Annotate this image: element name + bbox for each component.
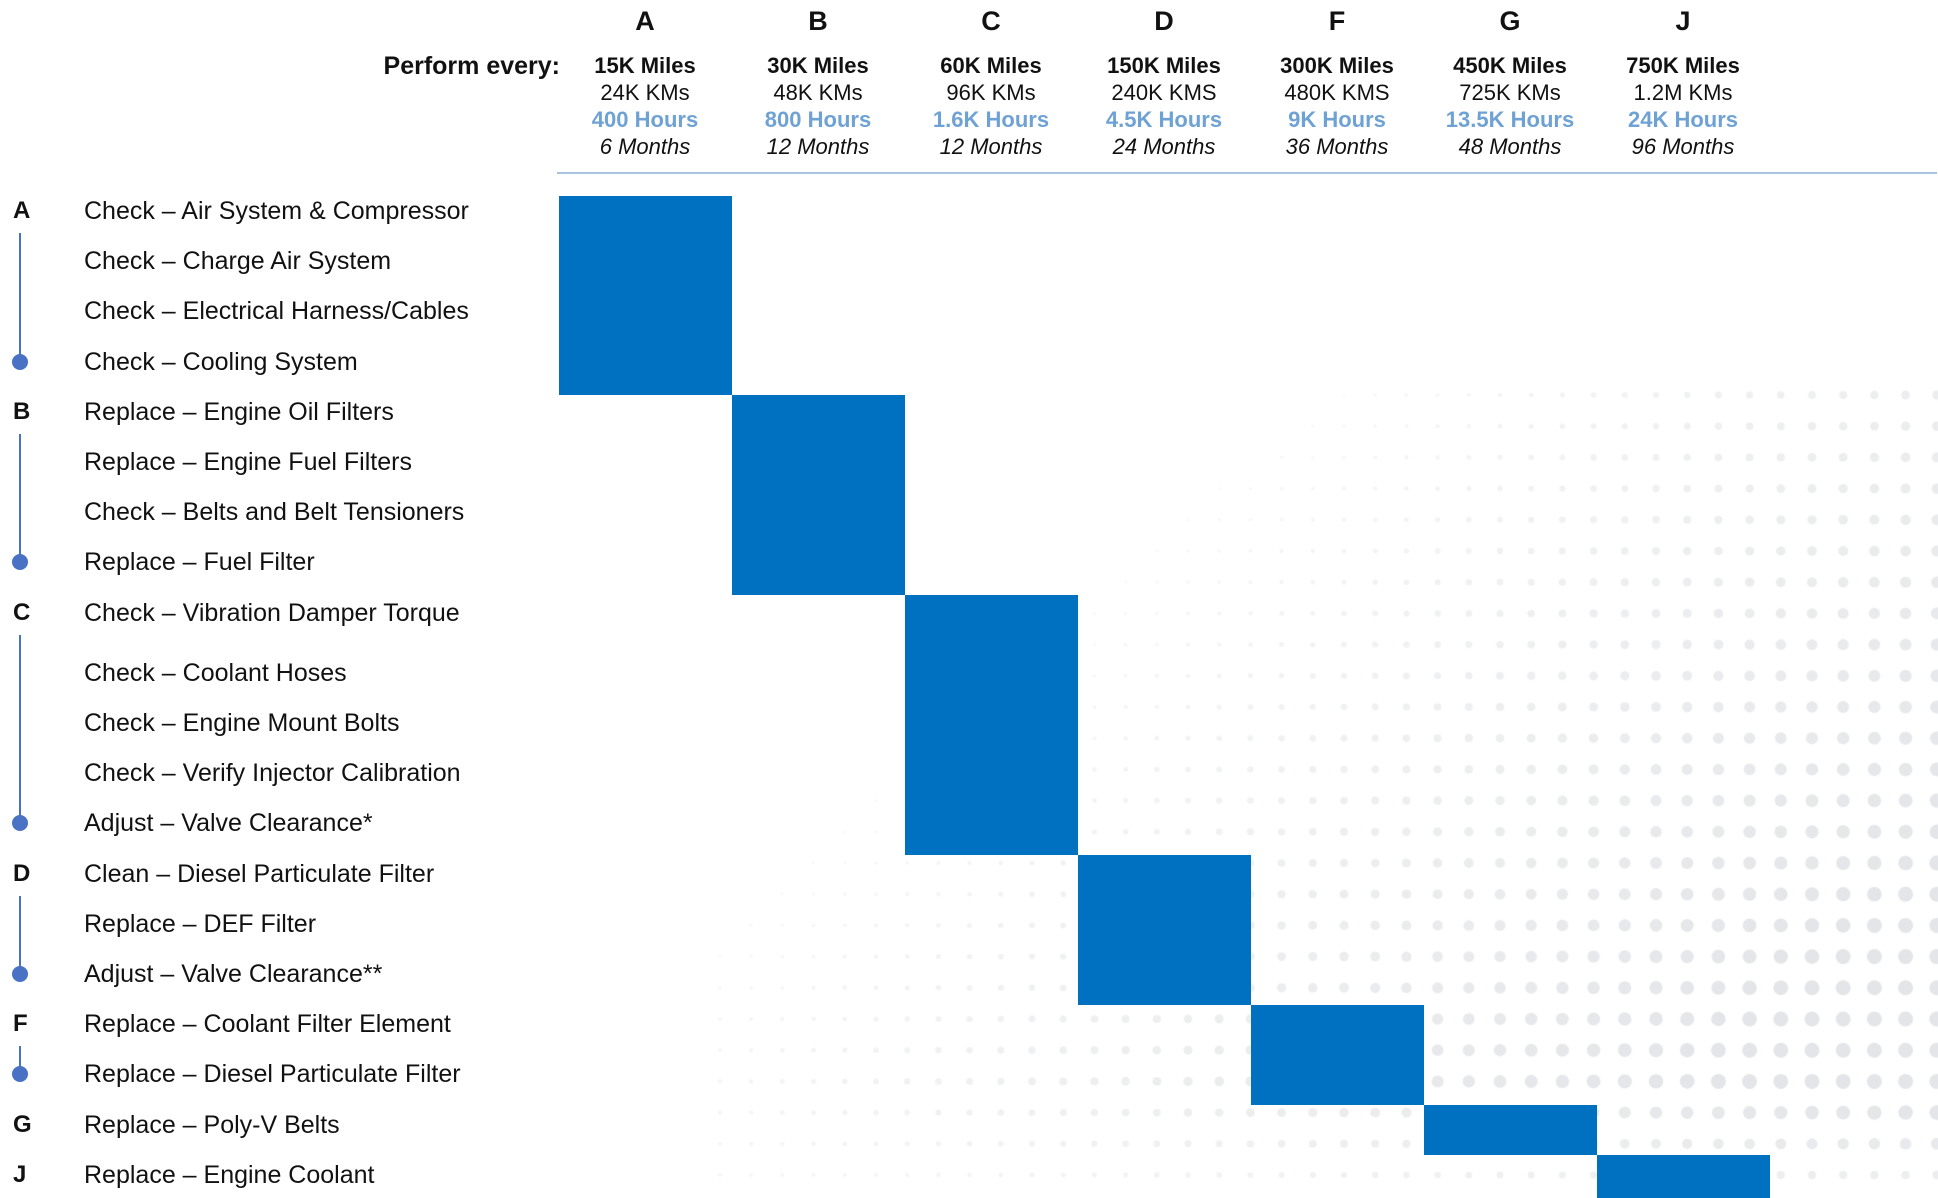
group-letter-b: B — [13, 397, 31, 425]
interval-hours: 4.5K Hours — [1105, 107, 1223, 132]
task-row: Check – Vibration Damper Torque — [84, 598, 460, 627]
interval-hours: 1.6K Hours — [932, 107, 1050, 132]
interval-months: 24 Months — [1112, 134, 1216, 159]
task-row: Check – Electrical Harness/Cables — [84, 297, 469, 326]
interval-months: 36 Months — [1285, 134, 1389, 159]
interval-months: 6 Months — [599, 134, 691, 159]
interval-hours: 24K Hours — [1627, 107, 1739, 132]
interval-block-a — [559, 196, 732, 395]
column-letter-a: A — [635, 6, 655, 36]
interval-block-g — [1424, 1105, 1597, 1155]
interval-miles: 30K Miles — [767, 53, 869, 78]
task-row: Replace – Engine Fuel Filters — [84, 448, 412, 476]
interval-block-b — [732, 395, 905, 595]
interval-miles: 300K Miles — [1280, 53, 1394, 78]
interval-hours: 9K Hours — [1288, 107, 1386, 132]
interval-header-d: 150K Miles 240K KMS 4.5K Hours 24 Months — [1078, 52, 1250, 160]
group-letter-j: J — [13, 1160, 27, 1188]
interval-header-g: 450K Miles 725K KMs 13.5K Hours 48 Months — [1424, 52, 1596, 160]
task-row: Adjust – Valve Clearance* — [84, 809, 373, 838]
interval-miles: 750K Miles — [1626, 53, 1740, 78]
group-timeline — [19, 1046, 21, 1075]
task-row: Check – Verify Injector Calibration — [84, 759, 461, 788]
column-letter-b: B — [808, 6, 828, 36]
interval-months: 96 Months — [1631, 134, 1735, 159]
interval-header-a: 15K Miles 24K KMs 400 Hours 6 Months — [559, 52, 731, 160]
column-letter-d: D — [1154, 6, 1174, 36]
interval-block-c — [905, 595, 1078, 855]
interval-miles: 150K Miles — [1107, 53, 1221, 78]
interval-header-c: 60K Miles 96K KMs 1.6K Hours 12 Months — [905, 52, 1077, 160]
interval-kms: 1.2M KMs — [1633, 80, 1733, 105]
column-letter-f: F — [1328, 6, 1346, 36]
column-letter-c: C — [981, 6, 1001, 36]
interval-months: 12 Months — [939, 134, 1043, 159]
group-timeline-end-dot — [12, 966, 28, 982]
interval-kms: 725K KMs — [1459, 80, 1561, 105]
group-letter-d: D — [13, 859, 31, 887]
group-timeline-end-dot — [12, 1066, 28, 1083]
task-row: Check – Engine Mount Bolts — [84, 709, 400, 737]
column-letter-g: G — [1499, 6, 1521, 36]
task-row: Replace – Engine Oil Filters — [84, 397, 394, 426]
task-row: Replace – Fuel Filter — [84, 548, 315, 577]
task-row: Replace – DEF Filter — [84, 909, 317, 938]
task-row: Replace – Poly-V Belts — [84, 1110, 340, 1139]
group-timeline — [19, 233, 21, 362]
task-row: Check – Belts and Belt Tensioners — [84, 498, 465, 527]
group-timeline — [19, 895, 21, 974]
interval-block-j — [1597, 1155, 1770, 1198]
group-letter-f: F — [13, 1010, 28, 1038]
task-row: Replace – Coolant Filter Element — [84, 1010, 451, 1039]
group-timeline-end-dot — [12, 815, 28, 832]
group-timeline — [19, 433, 21, 563]
interval-kms: 480K KMS — [1284, 80, 1390, 105]
perform-every-label: Perform every: — [383, 52, 560, 80]
group-timeline-end-dot — [12, 353, 28, 370]
task-row: Check – Coolant Hoses — [84, 658, 347, 687]
task-row: Check – Charge Air System — [84, 247, 392, 276]
interval-miles: 60K Miles — [940, 53, 1042, 78]
interval-months: 12 Months — [766, 134, 870, 159]
group-timeline-end-dot — [12, 554, 28, 571]
interval-header-f: 300K Miles 480K KMS 9K Hours 36 Months — [1251, 52, 1423, 160]
interval-kms: 24K KMs — [600, 80, 690, 105]
interval-header-j: 750K Miles 1.2M KMs 24K Hours 96 Months — [1597, 52, 1769, 160]
interval-kms: 240K KMS — [1111, 80, 1217, 105]
task-row: Adjust – Valve Clearance** — [84, 960, 383, 988]
interval-months: 48 Months — [1458, 134, 1562, 159]
interval-hours: 13.5K Hours — [1445, 107, 1575, 132]
group-letter-a: A — [13, 197, 31, 224]
interval-hours: 400 Hours — [591, 107, 699, 132]
interval-hours: 800 Hours — [764, 107, 872, 132]
interval-miles: 450K Miles — [1453, 53, 1567, 78]
interval-block-d — [1078, 855, 1251, 1005]
group-letter-g: G — [13, 1110, 32, 1138]
interval-block-f — [1251, 1005, 1424, 1105]
task-row: Check – Cooling System — [84, 347, 358, 376]
task-row: Replace – Diesel Particulate Filter — [84, 1060, 461, 1089]
column-letter-j: J — [1675, 6, 1691, 36]
task-row: Check – Air System & Compressor — [84, 197, 469, 225]
group-timeline — [19, 634, 21, 824]
interval-kms: 96K KMs — [946, 80, 1036, 105]
header-divider — [557, 172, 1937, 174]
interval-miles: 15K Miles — [594, 53, 696, 78]
task-row: Clean – Diesel Particulate Filter — [84, 859, 435, 888]
interval-header-b: 30K Miles 48K KMs 800 Hours 12 Months — [732, 52, 904, 160]
interval-kms: 48K KMs — [773, 80, 863, 105]
task-row: Replace – Engine Coolant — [84, 1160, 375, 1189]
group-letter-c: C — [13, 598, 31, 626]
